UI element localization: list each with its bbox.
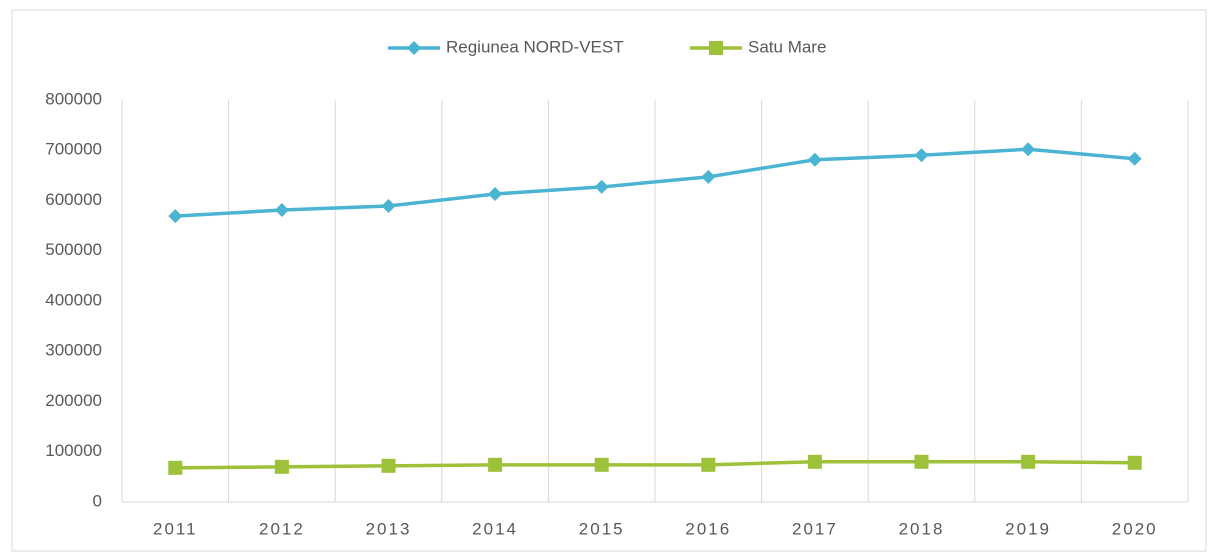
marker: [407, 41, 421, 55]
y-tick-label: 700000: [45, 140, 102, 159]
x-tick-label: 2017: [792, 519, 838, 538]
chart-frame: [11, 9, 1207, 552]
y-tick-label: 800000: [45, 89, 102, 108]
marker: [381, 199, 396, 214]
y-tick-label: 100000: [45, 441, 102, 460]
marker: [1127, 151, 1142, 166]
x-tick-label: 2018: [899, 519, 945, 538]
y-tick-label: 300000: [45, 341, 102, 360]
x-tick-label: 2011: [153, 519, 198, 538]
legend-label: Regiunea NORD-VEST: [446, 37, 624, 56]
marker: [168, 209, 183, 224]
marker: [274, 203, 289, 218]
marker: [914, 148, 929, 163]
marker: [807, 152, 822, 167]
marker: [709, 41, 723, 55]
marker: [488, 457, 503, 472]
marker: [1127, 455, 1142, 470]
y-tick-label: 400000: [45, 290, 102, 309]
x-tick-label: 2013: [366, 519, 412, 538]
marker: [488, 186, 503, 201]
x-tick-label: 2019: [1005, 519, 1051, 538]
series-line: [175, 147, 1135, 218]
x-tick-label: 2015: [579, 519, 625, 538]
marker: [807, 454, 822, 469]
marker: [701, 457, 716, 472]
marker: [1021, 142, 1036, 157]
marker: [594, 457, 609, 472]
y-tick-label: 600000: [45, 190, 102, 209]
y-tick-label: 500000: [45, 240, 102, 259]
series-line: [175, 460, 1135, 470]
x-tick-label: 2020: [1112, 519, 1158, 538]
y-tick-label: 0: [93, 491, 102, 510]
marker: [381, 458, 396, 473]
x-tick-label: 2016: [685, 519, 731, 538]
x-tick-label: 2014: [472, 519, 518, 538]
marker: [914, 454, 929, 469]
marker: [1021, 454, 1036, 469]
marker: [594, 179, 609, 194]
marker: [168, 460, 183, 475]
x-tick-label: 2012: [259, 519, 305, 538]
marker: [274, 459, 289, 474]
marker: [701, 169, 716, 184]
y-tick-label: 200000: [45, 391, 102, 410]
legend-label: Satu Mare: [748, 37, 826, 56]
